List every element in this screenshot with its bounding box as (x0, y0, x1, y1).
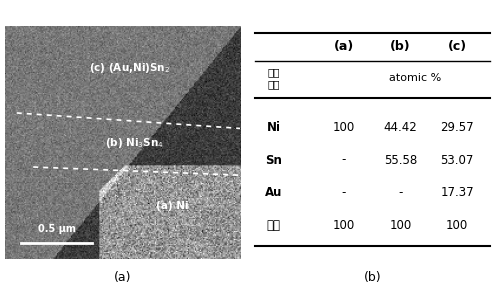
Text: 100: 100 (333, 121, 355, 134)
Text: (b): (b) (363, 271, 381, 284)
Text: 55.58: 55.58 (384, 154, 417, 166)
Text: atomic %: atomic % (389, 73, 441, 83)
Text: 100: 100 (390, 219, 412, 232)
Text: (b) Ni$_3$Sn$_4$: (b) Ni$_3$Sn$_4$ (105, 135, 164, 150)
Text: (a) Ni: (a) Ni (156, 201, 189, 211)
Text: (c): (c) (447, 40, 467, 53)
Text: (a): (a) (114, 271, 132, 284)
Text: -: - (342, 186, 346, 199)
Text: Au: Au (265, 186, 282, 199)
Text: (c) (Au,Ni)Sn$_2$: (c) (Au,Ni)Sn$_2$ (89, 61, 170, 75)
Text: Ni: Ni (266, 121, 280, 134)
Text: 0.5 μm: 0.5 μm (38, 224, 76, 234)
Text: (b): (b) (390, 40, 411, 53)
Text: 17.37: 17.37 (440, 186, 474, 199)
Text: 종합: 종합 (266, 219, 280, 232)
Text: 44.42: 44.42 (384, 121, 417, 134)
Text: 100: 100 (333, 219, 355, 232)
Text: 53.07: 53.07 (441, 154, 474, 166)
Text: Sn: Sn (265, 154, 282, 166)
Text: -: - (398, 186, 403, 199)
Text: 분석
원소: 분석 원소 (267, 68, 280, 89)
Text: (a): (a) (334, 40, 354, 53)
Text: 29.57: 29.57 (440, 121, 474, 134)
Text: 100: 100 (446, 219, 468, 232)
Text: -: - (342, 154, 346, 166)
